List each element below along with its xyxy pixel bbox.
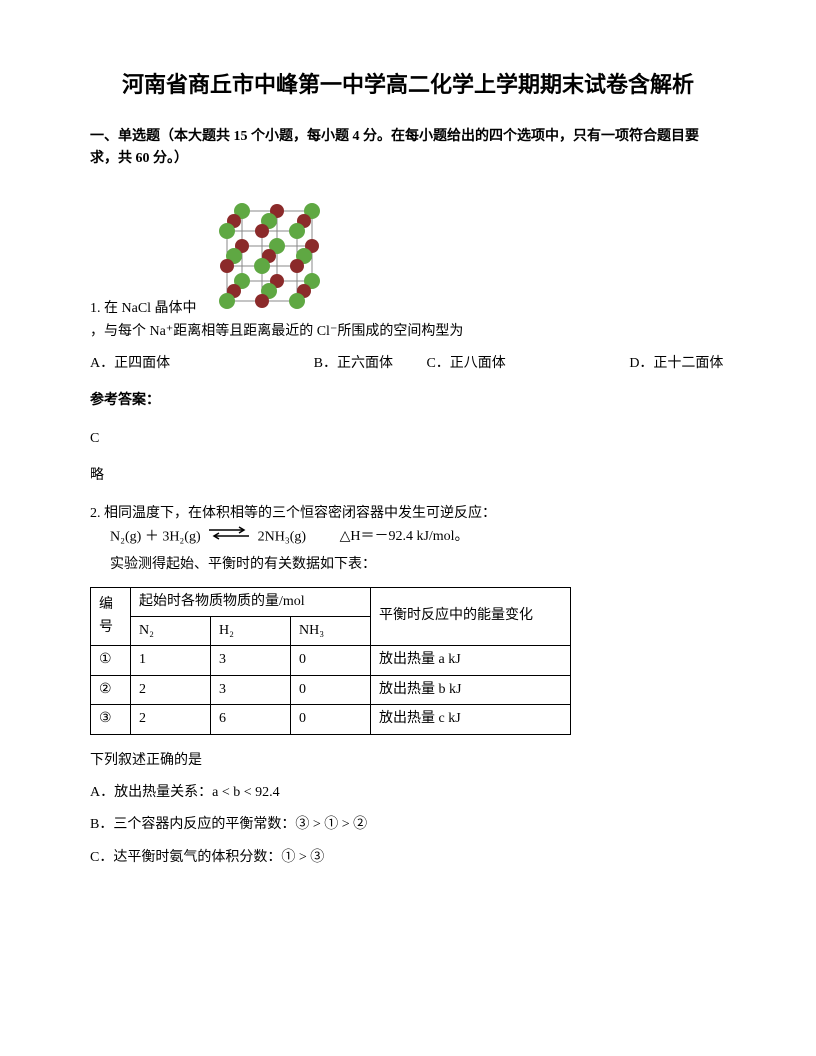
q1-explanation: 略 bbox=[90, 465, 726, 487]
table-cell: ② bbox=[91, 675, 131, 704]
q1-text-before: 1. 在 NaCl 晶体中 bbox=[90, 298, 197, 320]
exam-title: 河南省商丘市中峰第一中学高二化学上学期期末试卷含解析 bbox=[90, 70, 726, 101]
q1-answer-label: 参考答案： bbox=[90, 390, 726, 412]
table-header-nh3: NH₃ bbox=[291, 617, 371, 646]
q2-equation-right: 2NH₃(g) bbox=[258, 529, 306, 544]
table-cell: 1 bbox=[131, 646, 211, 675]
table-cell: 2 bbox=[131, 705, 211, 734]
table-row: ② 2 3 0 放出热量 b kJ bbox=[91, 675, 571, 704]
q1-option-c: C．正八面体 bbox=[426, 356, 505, 371]
table-header-h2: H₂ bbox=[211, 617, 291, 646]
table-header-n2: N₂ bbox=[131, 617, 211, 646]
table-header-num: 编号 bbox=[91, 587, 131, 646]
table-row: ① 1 3 0 放出热量 a kJ bbox=[91, 646, 571, 675]
table-cell: ① bbox=[91, 646, 131, 675]
table-cell: 0 bbox=[291, 675, 371, 704]
section-header: 一、单选题（本大题共 15 个小题，每小题 4 分。在每小题给出的四个选项中，只… bbox=[90, 126, 726, 171]
q2-followup: 下列叙述正确的是 bbox=[90, 750, 726, 772]
q2-data-table: 编号 起始时各物质物质的量/mol 平衡时反应中的能量变化 N₂ H₂ NH₃ … bbox=[90, 587, 571, 735]
q2-text: 2. 相同温度下，在体积相等的三个恒容密闭容器中发生可逆反应： bbox=[90, 503, 726, 525]
q1-option-d: D．正十二面体 bbox=[629, 356, 723, 371]
equilibrium-arrow-icon bbox=[204, 525, 254, 549]
table-cell: 2 bbox=[131, 675, 211, 704]
q2-equation-left: N₂(g) ＋ 3H₂(g) bbox=[110, 529, 201, 544]
q2-equation: N₂(g) ＋ 3H₂(g) 2NH₃(g) △H＝－92.4 kJ/mol。 bbox=[110, 525, 726, 549]
table-cell: 放出热量 c kJ bbox=[371, 705, 571, 734]
question-2: 2. 相同温度下，在体积相等的三个恒容密闭容器中发生可逆反应： N₂(g) ＋ … bbox=[90, 503, 726, 870]
table-cell: ③ bbox=[91, 705, 131, 734]
table-cell: 0 bbox=[291, 705, 371, 734]
table-header-initial: 起始时各物质物质的量/mol bbox=[131, 587, 371, 616]
q1-text-after: ，与每个 Na⁺距离相等且距离最近的 Cl⁻所围成的空间构型为 bbox=[90, 321, 463, 343]
q2-table-intro: 实验测得起始、平衡时的有关数据如下表： bbox=[110, 554, 726, 576]
table-cell: 放出热量 a kJ bbox=[371, 646, 571, 675]
q2-option-a: A．放出热量关系：a < b < 92.4 bbox=[90, 782, 726, 804]
question-1: 1. 在 NaCl 晶体中 bbox=[90, 191, 726, 488]
q1-option-b: B．正六面体 bbox=[314, 356, 393, 371]
table-row: ③ 2 6 0 放出热量 c kJ bbox=[91, 705, 571, 734]
q1-option-a: A．正四面体 bbox=[90, 356, 170, 371]
q2-equation-dh: △H＝－92.4 kJ/mol。 bbox=[340, 529, 469, 544]
table-cell: 6 bbox=[211, 705, 291, 734]
q2-option-b: B．三个容器内反应的平衡常数：③ > ① > ② bbox=[90, 814, 726, 836]
table-header-energy: 平衡时反应中的能量变化 bbox=[371, 587, 571, 646]
q1-answer: C bbox=[90, 428, 726, 450]
table-cell: 0 bbox=[291, 646, 371, 675]
table-cell: 放出热量 b kJ bbox=[371, 675, 571, 704]
crystal-structure-image bbox=[207, 191, 357, 321]
table-cell: 3 bbox=[211, 646, 291, 675]
q1-options: A．正四面体 B．正六面体 C．正八面体 D．正十二面体 bbox=[90, 353, 726, 375]
table-cell: 3 bbox=[211, 675, 291, 704]
q2-option-c: C．达平衡时氨气的体积分数：① > ③ bbox=[90, 847, 726, 869]
